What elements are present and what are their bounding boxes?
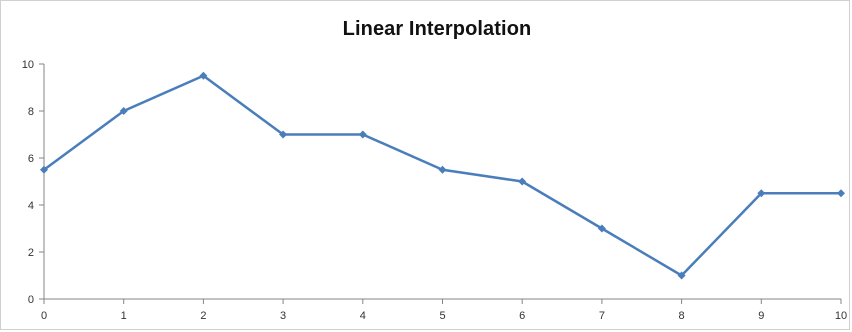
y-tick-label-3: 6 xyxy=(28,153,34,165)
y-tick-label-4: 8 xyxy=(28,106,34,118)
data-point-0-9 xyxy=(757,189,766,198)
x-tick-label-10: 10 xyxy=(835,310,847,322)
y-tick-label-2: 4 xyxy=(28,200,34,212)
data-point-0-1 xyxy=(119,107,128,115)
x-tick-label-9: 9 xyxy=(758,310,764,322)
y-tick-label-1: 2 xyxy=(28,247,34,259)
x-tick-label-5: 5 xyxy=(439,310,445,322)
x-tick-label-4: 4 xyxy=(360,310,366,322)
x-tick-label-0: 0 xyxy=(41,310,47,322)
y-tick-label-5: 10 xyxy=(22,59,34,71)
data-point-0-8 xyxy=(677,271,686,280)
data-point-0-4 xyxy=(358,130,367,139)
chart-title: Linear Interpolation xyxy=(342,18,532,40)
data-point-0-6 xyxy=(518,177,527,186)
data-point-0-2 xyxy=(199,71,208,80)
x-tick-label-1: 1 xyxy=(121,310,127,322)
data-point-0-3 xyxy=(279,130,288,139)
data-point-0-7 xyxy=(597,224,606,233)
x-tick-label-6: 6 xyxy=(519,310,525,322)
data-point-0-10 xyxy=(837,189,845,198)
data-point-0-5 xyxy=(438,165,447,174)
x-tick-label-8: 8 xyxy=(679,310,685,322)
x-tick-label-3: 3 xyxy=(280,310,286,322)
x-tick-label-7: 7 xyxy=(599,310,605,322)
data-point-0-0 xyxy=(40,165,48,174)
x-tick-label-2: 2 xyxy=(200,310,206,322)
y-tick-label-0: 0 xyxy=(28,294,34,306)
series-line-0 xyxy=(43,74,841,277)
